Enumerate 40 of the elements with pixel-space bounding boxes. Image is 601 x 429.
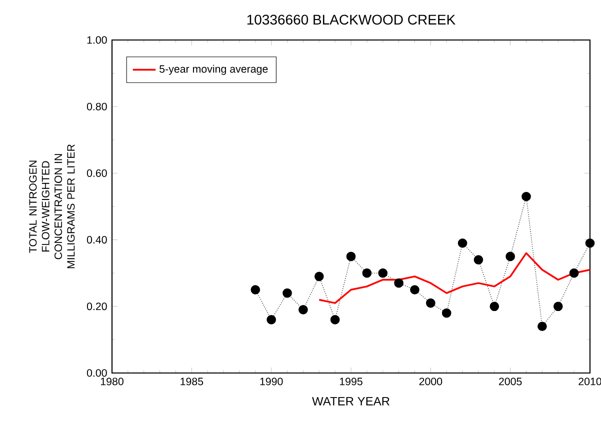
point (298, 305, 308, 314)
chart-title: 10336660 BLACKWOOD CREEK (247, 14, 456, 25)
x-tick-label: 1980 (100, 378, 124, 386)
point (266, 315, 276, 324)
y-axis-title: TOTAL NITROGEN FLOW-WEIGHTED CONCENTRATION IN MILLIGRAMS PER LITER (29, 144, 75, 268)
point (442, 308, 452, 318)
point (569, 268, 579, 278)
x-tick-label: 2010 (578, 378, 601, 386)
y-tick-label: 0.20 (86, 302, 107, 310)
x-tick-label: 1995 (340, 378, 362, 386)
x-tick-label: 1990 (260, 378, 283, 386)
x-tick-label: 2005 (499, 378, 522, 386)
y-tick-label: 0.80 (86, 102, 107, 110)
point (490, 302, 500, 312)
point (585, 238, 595, 248)
x-tick-label: 1985 (180, 378, 204, 386)
point (362, 268, 372, 278)
point (458, 238, 468, 248)
line-series (318, 252, 591, 304)
point (346, 252, 356, 262)
x-tick-label: 2000 (419, 378, 442, 386)
point (330, 315, 340, 324)
x-axis-title: WATER YEAR (312, 397, 390, 406)
point (522, 192, 531, 202)
point (553, 302, 563, 312)
point (426, 298, 436, 308)
point (410, 285, 420, 294)
point (314, 272, 324, 282)
legend-label: 5-year moving average (160, 64, 268, 75)
point (282, 288, 292, 298)
y-tick-label: 1.00 (87, 36, 107, 44)
y-tick-label: 0.60 (86, 169, 107, 177)
y-tick-label: 0.40 (86, 236, 107, 244)
point (538, 322, 547, 332)
point (474, 255, 484, 264)
point (378, 268, 388, 278)
point (506, 252, 515, 262)
point (250, 285, 260, 294)
y-tick-label: 0.00 (86, 369, 107, 377)
point (394, 278, 404, 288)
